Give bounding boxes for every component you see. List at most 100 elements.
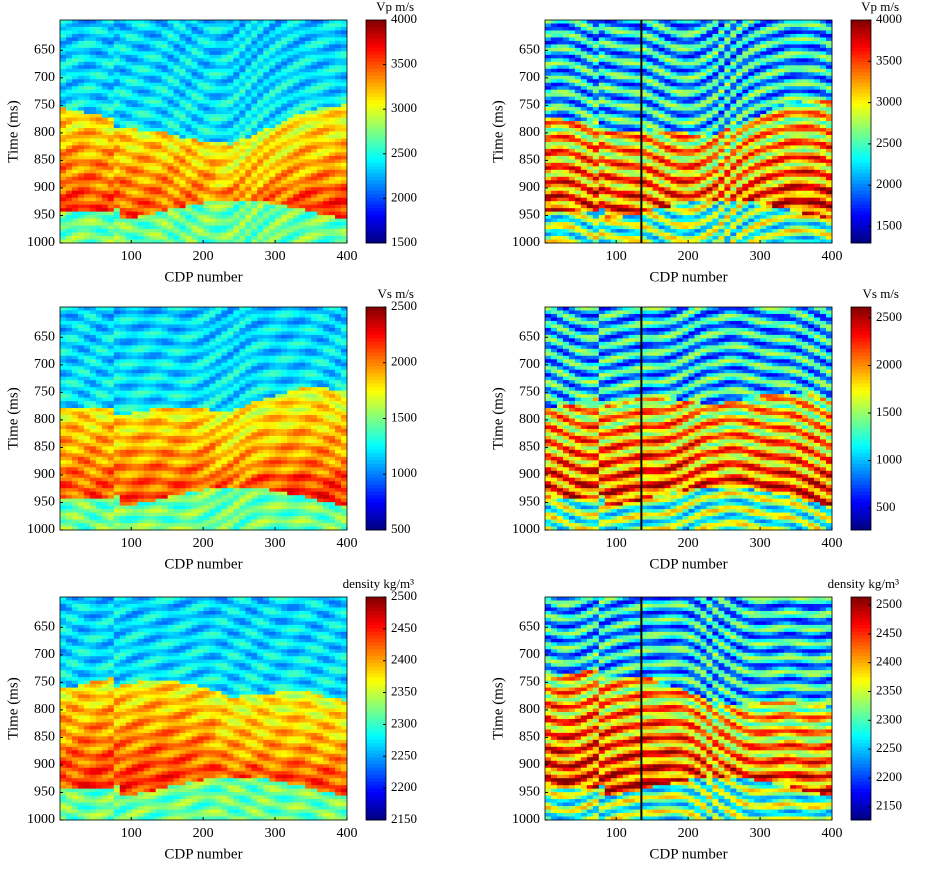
heatmap-cell	[551, 177, 557, 181]
heatmap-cell	[60, 41, 66, 45]
heatmap-cell	[150, 44, 156, 48]
heatmap-cell	[162, 166, 168, 170]
heatmap-cell	[605, 76, 611, 80]
heatmap-cell	[275, 23, 281, 27]
heatmap-cell	[186, 48, 192, 52]
heatmap-cell	[317, 198, 323, 202]
heatmap-cell	[623, 128, 629, 132]
heatmap-cell	[569, 149, 575, 153]
heatmap-cell	[215, 132, 221, 136]
heatmap-cell	[317, 184, 323, 188]
heatmap-cell	[257, 152, 263, 156]
heatmap-cell	[150, 104, 156, 108]
heatmap-cell	[66, 76, 72, 80]
heatmap-cell	[221, 180, 227, 184]
heatmap-cell	[665, 170, 671, 174]
heatmap-cell	[132, 198, 138, 202]
heatmap-cell	[335, 177, 341, 181]
heatmap-cell	[245, 142, 251, 146]
heatmap-cell	[653, 219, 659, 223]
heatmap-cell	[305, 79, 311, 83]
heatmap-cell	[168, 90, 174, 94]
heatmap-cell	[204, 152, 210, 156]
heatmap-cell	[114, 233, 120, 237]
heatmap-cell	[341, 184, 347, 188]
heatmap-cell	[120, 55, 126, 59]
heatmap-cell	[221, 111, 227, 115]
heatmap-cell	[706, 208, 712, 212]
heatmap-cell	[563, 145, 569, 149]
heatmap-cell	[305, 201, 311, 205]
heatmap-cell	[209, 20, 215, 24]
heatmap-cell	[299, 125, 305, 129]
heatmap-cell	[251, 184, 257, 188]
heatmap-cell	[78, 125, 84, 129]
heatmap-cell	[168, 41, 174, 45]
heatmap-cell	[144, 226, 150, 230]
heatmap-cell	[257, 184, 263, 188]
heatmap-cell	[587, 215, 593, 219]
heatmap-cell	[221, 62, 227, 66]
heatmap-cell	[144, 72, 150, 76]
heatmap-cell	[599, 34, 605, 38]
heatmap-cell	[144, 125, 150, 129]
heatmap-cell	[60, 58, 66, 62]
heatmap-cell	[611, 97, 617, 101]
heatmap-cell	[599, 114, 605, 118]
heatmap-cell	[653, 229, 659, 233]
heatmap-cell	[174, 104, 180, 108]
heatmap-cell	[557, 44, 563, 48]
heatmap-cell	[108, 121, 114, 125]
heatmap-cell	[275, 191, 281, 195]
heatmap-cell	[150, 62, 156, 66]
heatmap-cell	[694, 121, 700, 125]
heatmap-cell	[575, 177, 581, 181]
heatmap-cell	[683, 135, 689, 139]
heatmap-cell	[293, 34, 299, 38]
heatmap-cell	[251, 20, 257, 24]
heatmap-cell	[611, 142, 617, 146]
heatmap-cell	[180, 93, 186, 97]
heatmap-cell	[78, 142, 84, 146]
heatmap-cell	[700, 104, 706, 108]
heatmap-cell	[557, 236, 563, 240]
heatmap-cell	[635, 194, 641, 198]
heatmap-cell	[257, 62, 263, 66]
heatmap-cell	[323, 135, 329, 139]
heatmap-cell	[168, 69, 174, 73]
heatmap-cell	[78, 233, 84, 237]
heatmap-cell	[587, 44, 593, 48]
heatmap-cell	[563, 41, 569, 45]
heatmap-cell	[90, 125, 96, 129]
heatmap-cell	[665, 107, 671, 111]
heatmap-cell	[174, 149, 180, 153]
heatmap-cell	[192, 208, 198, 212]
heatmap-cell	[689, 93, 695, 97]
heatmap-cell	[90, 41, 96, 45]
heatmap-cell	[323, 138, 329, 142]
heatmap-cell	[335, 83, 341, 87]
heatmap-cell	[287, 90, 293, 94]
heatmap-cell	[551, 163, 557, 167]
heatmap-cell	[162, 132, 168, 136]
heatmap-cell	[551, 90, 557, 94]
heatmap-cell	[186, 163, 192, 167]
heatmap-cell	[168, 132, 174, 136]
heatmap-cell	[108, 100, 114, 104]
heatmap-cell	[617, 215, 623, 219]
heatmap-cell	[581, 118, 587, 122]
heatmap-cell	[108, 215, 114, 219]
heatmap-cell	[227, 65, 233, 69]
heatmap-cell	[114, 93, 120, 97]
heatmap-cell	[647, 135, 653, 139]
heatmap-cell	[659, 201, 665, 205]
heatmap-cell	[623, 104, 629, 108]
heatmap-cell	[617, 79, 623, 83]
heatmap-cell	[317, 72, 323, 76]
heatmap-cell	[677, 44, 683, 48]
heatmap-cell	[174, 100, 180, 104]
heatmap-cell	[239, 58, 245, 62]
heatmap-cell	[581, 121, 587, 125]
heatmap-cell	[706, 184, 712, 188]
heatmap-cell	[90, 170, 96, 174]
